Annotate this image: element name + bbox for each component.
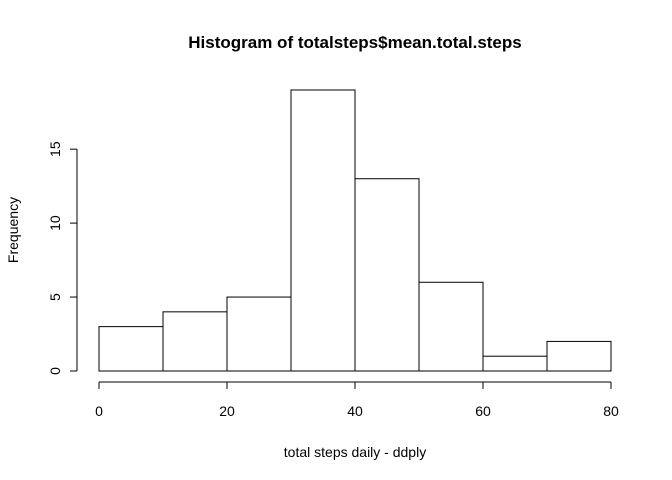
x-tick-label-3: 60	[475, 403, 491, 419]
x-tick-label-2: 40	[347, 403, 363, 419]
chart-title: Histogram of totalsteps$mean.total.steps	[188, 33, 521, 52]
y-axis: 0 5 10 15	[47, 141, 78, 375]
histogram-bar-6	[482, 355, 548, 372]
y-axis-label: Frequency	[5, 197, 21, 263]
y-tick-label-2: 10	[47, 215, 63, 231]
y-tick-label-0: 0	[47, 367, 63, 375]
y-tick-label-1: 5	[47, 293, 63, 301]
y-tick-label-3: 15	[47, 141, 63, 157]
x-axis: 0 20 40 60 80	[95, 381, 619, 419]
histogram-bar-1	[162, 311, 228, 372]
histogram-bar-7	[546, 340, 612, 372]
histogram-bar-5	[418, 281, 484, 372]
x-axis-label: total steps daily - ddply	[284, 444, 426, 460]
histogram-bar-2	[226, 296, 292, 372]
x-tick-label-0: 0	[95, 403, 103, 419]
histogram-bar-4	[354, 178, 420, 372]
histogram-bar-0	[98, 326, 164, 372]
x-tick-label-1: 20	[219, 403, 235, 419]
histogram-bar-3	[290, 89, 356, 372]
bars-group	[98, 89, 612, 372]
x-tick-label-4: 80	[603, 403, 619, 419]
